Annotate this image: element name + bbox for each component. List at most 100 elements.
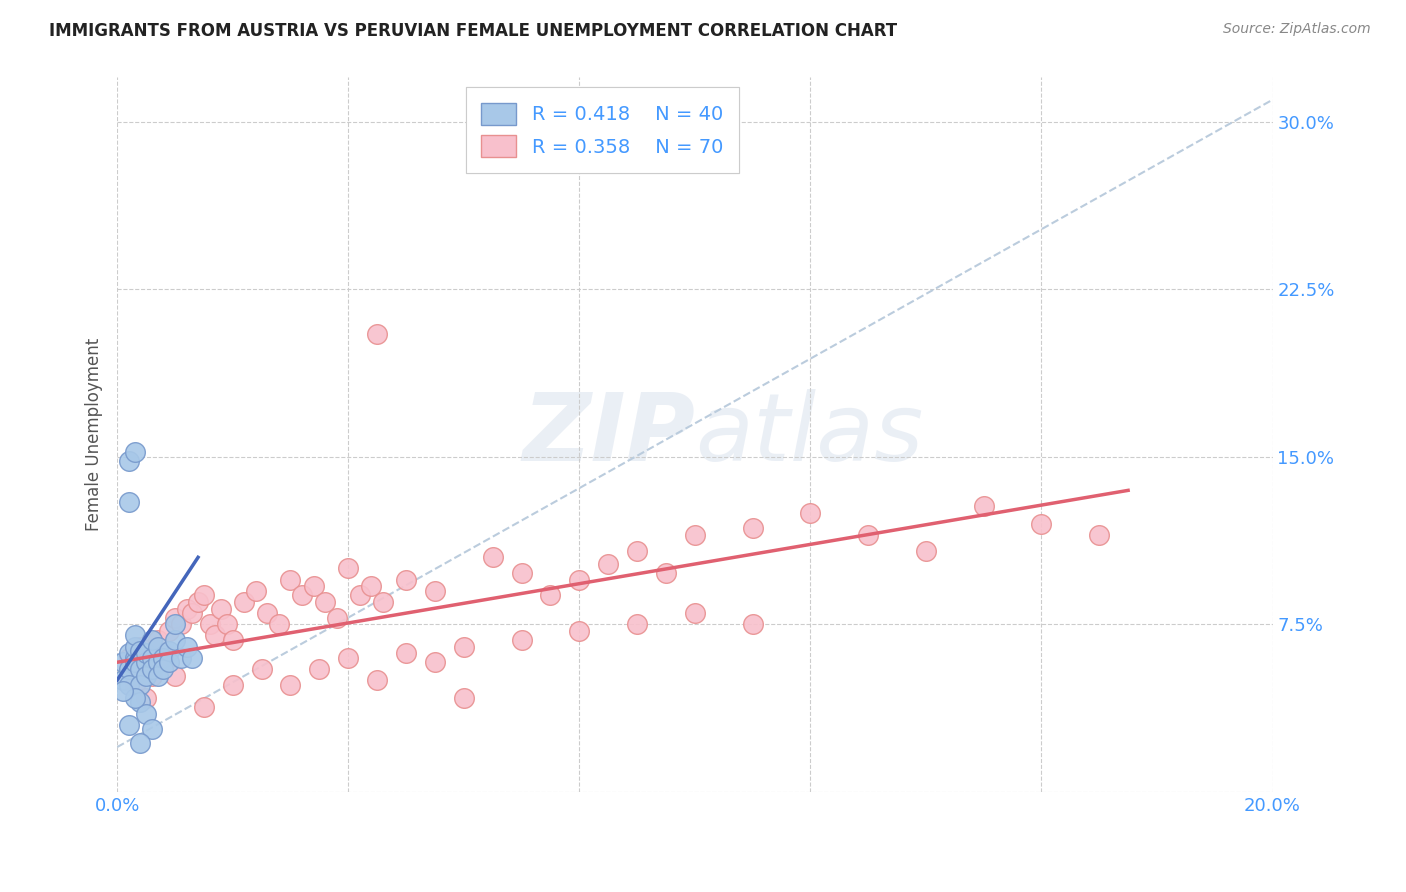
Point [129, 736, 152, 750]
Point [163, 632, 186, 647]
Text: Source: ZipAtlas.com: Source: ZipAtlas.com [1223, 22, 1371, 37]
Point [510, 632, 533, 647]
Point [481, 550, 503, 565]
Point [538, 588, 561, 602]
Point [118, 662, 141, 676]
Point [124, 650, 146, 665]
Point [222, 677, 245, 691]
Y-axis label: Female Unemployment: Female Unemployment [86, 338, 103, 532]
Point [141, 668, 163, 682]
Point [176, 601, 198, 615]
Point [157, 655, 180, 669]
Point [141, 722, 163, 736]
Point [141, 662, 163, 676]
Point [111, 673, 134, 687]
Point [152, 650, 174, 665]
Point [250, 662, 273, 676]
Point [163, 617, 186, 632]
Point [124, 677, 146, 691]
Point [626, 543, 648, 558]
Point [111, 655, 134, 669]
Point [193, 588, 215, 602]
Point [308, 662, 330, 676]
Point [204, 628, 226, 642]
Point [129, 662, 152, 676]
Point [118, 650, 141, 665]
Point [163, 610, 186, 624]
Point [741, 617, 763, 632]
Legend: R = 0.418    N = 40, R = 0.358    N = 70: R = 0.418 N = 40, R = 0.358 N = 70 [465, 87, 740, 173]
Point [124, 640, 146, 654]
Text: IMMIGRANTS FROM AUSTRIA VS PERUVIAN FEMALE UNEMPLOYMENT CORRELATION CHART: IMMIGRANTS FROM AUSTRIA VS PERUVIAN FEMA… [49, 22, 897, 40]
Point [124, 628, 146, 642]
Point [1031, 516, 1053, 531]
Point [256, 606, 278, 620]
Point [146, 632, 169, 647]
Point [568, 573, 591, 587]
Point [510, 566, 533, 580]
Point [124, 690, 146, 705]
Point [170, 617, 193, 632]
Point [314, 595, 336, 609]
Point [135, 690, 157, 705]
Point [118, 717, 141, 731]
Point [395, 573, 418, 587]
Point [337, 650, 360, 665]
Text: ZIP: ZIP [522, 389, 695, 481]
Point [118, 454, 141, 468]
Point [129, 644, 152, 658]
Point [146, 655, 169, 669]
Point [245, 583, 267, 598]
Point [176, 640, 198, 654]
Point [198, 617, 221, 632]
Point [655, 566, 678, 580]
Point [141, 632, 163, 647]
Point [124, 655, 146, 669]
Point [915, 543, 938, 558]
Point [856, 528, 879, 542]
Point [157, 644, 180, 658]
Text: atlas: atlas [695, 389, 924, 480]
Point [146, 640, 169, 654]
Point [233, 595, 256, 609]
Point [129, 677, 152, 691]
Point [423, 583, 446, 598]
Point [598, 557, 620, 571]
Point [141, 650, 163, 665]
Point [187, 595, 209, 609]
Point [118, 646, 141, 660]
Point [267, 617, 290, 632]
Point [163, 668, 186, 682]
Point [683, 528, 706, 542]
Point [135, 668, 157, 682]
Point [152, 655, 174, 669]
Point [118, 494, 141, 508]
Point [135, 646, 157, 660]
Point [799, 506, 821, 520]
Point [395, 646, 418, 660]
Point [453, 640, 475, 654]
Point [280, 573, 302, 587]
Point [453, 690, 475, 705]
Point [741, 521, 763, 535]
Point [181, 606, 204, 620]
Point [124, 445, 146, 459]
Point [371, 595, 394, 609]
Point [152, 646, 174, 660]
Point [349, 588, 371, 602]
Point [973, 499, 995, 513]
Point [366, 673, 388, 687]
Point [111, 684, 134, 698]
Point [129, 695, 152, 709]
Point [135, 706, 157, 721]
Point [209, 601, 232, 615]
Point [135, 655, 157, 669]
Point [129, 640, 152, 654]
Point [366, 327, 388, 342]
Point [291, 588, 314, 602]
Point [1088, 528, 1111, 542]
Point [280, 677, 302, 691]
Point [181, 650, 204, 665]
Point [170, 650, 193, 665]
Point [626, 617, 648, 632]
